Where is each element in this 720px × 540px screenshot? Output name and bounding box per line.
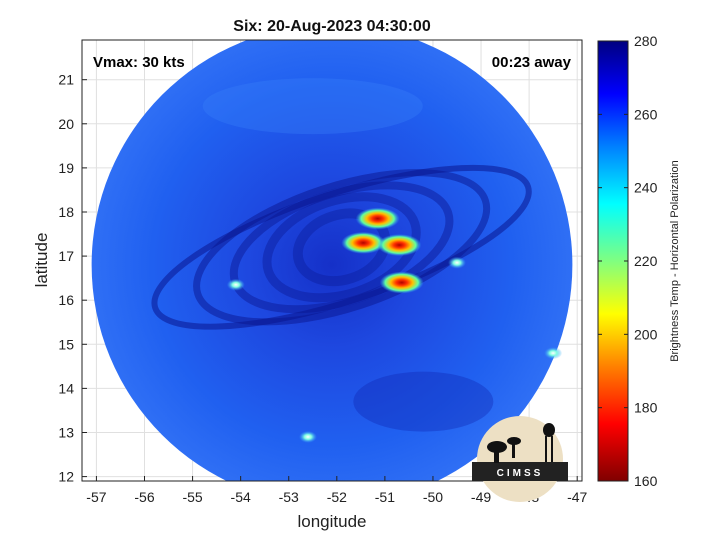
feature-layer xyxy=(226,207,563,443)
time-away-label: 00:23 away xyxy=(492,54,572,71)
y-tick-label: 12 xyxy=(58,469,74,485)
colorbar-label: Brightness Temp - Horizontal Polarizatio… xyxy=(669,160,681,362)
vmax-label: Vmax: 30 kts xyxy=(93,54,185,71)
rainband xyxy=(193,169,491,326)
rainband xyxy=(262,192,421,303)
y-axis-label: latitude xyxy=(32,233,51,288)
y-tick-label: 16 xyxy=(58,292,74,308)
x-tick-label: -50 xyxy=(423,489,443,505)
y-tick-label: 14 xyxy=(58,380,74,396)
y-tick-label: 18 xyxy=(58,204,74,220)
brightness-feature xyxy=(298,430,317,443)
y-tick-label: 15 xyxy=(58,336,74,352)
y-tick-label: 19 xyxy=(58,160,74,176)
cimss-logo-text: CIMSS xyxy=(497,468,544,479)
brightness-feature xyxy=(544,347,563,360)
x-tick-label: -51 xyxy=(375,489,395,505)
x-tick-label: -54 xyxy=(231,489,251,505)
colorbar-tick-label: 160 xyxy=(634,473,658,489)
x-tick-label: -55 xyxy=(182,489,202,505)
x-tick-label: -53 xyxy=(279,489,299,505)
colorbar-tick-label: 200 xyxy=(634,326,658,342)
x-tick-label: -49 xyxy=(471,489,491,505)
colorbar-tick-label: 280 xyxy=(634,33,658,49)
colorbar-tick-label: 260 xyxy=(634,106,658,122)
warm-region xyxy=(202,78,423,135)
colorbar-ticks: 280 260 240 220 200 180 160 xyxy=(598,33,658,489)
plot-frame xyxy=(81,39,583,482)
y-tick-label: 17 xyxy=(58,248,74,264)
y-tick-label: 21 xyxy=(58,72,74,88)
x-axis-label: longitude xyxy=(297,512,366,531)
x-tick-label: -56 xyxy=(134,489,154,505)
x-tick-label: -47 xyxy=(567,489,587,505)
swath-disk xyxy=(91,40,573,481)
brightness-feature xyxy=(226,278,245,291)
cold-region xyxy=(353,371,494,432)
x-tick-label: -52 xyxy=(327,489,347,505)
rainband xyxy=(151,164,532,330)
brightness-feature xyxy=(377,234,422,257)
y-tick-label: 13 xyxy=(58,424,74,440)
colorbar-tick-label: 180 xyxy=(634,400,658,416)
y-tick-label: 20 xyxy=(58,116,74,132)
colorbar-tick-label: 240 xyxy=(634,180,658,196)
brightness-feature xyxy=(355,207,400,230)
rainband xyxy=(292,208,391,287)
brightness-feature xyxy=(448,256,466,269)
swath-texture xyxy=(151,78,532,432)
x-ticks: -57-56-55-54-53-52-51-50-49-48-47 xyxy=(86,476,588,505)
brightness-feature xyxy=(341,231,386,254)
colorbar-tick-label: 220 xyxy=(634,253,658,269)
colorbar xyxy=(597,40,629,482)
cimss-logo: CIMSS xyxy=(472,416,568,502)
brightness-feature xyxy=(379,271,424,294)
y-ticks: 21 20 19 18 17 16 15 14 13 12 xyxy=(58,72,87,485)
chart-title: Six: 20-Aug-2023 04:30:00 xyxy=(233,18,431,35)
x-tick-label: -57 xyxy=(86,489,106,505)
